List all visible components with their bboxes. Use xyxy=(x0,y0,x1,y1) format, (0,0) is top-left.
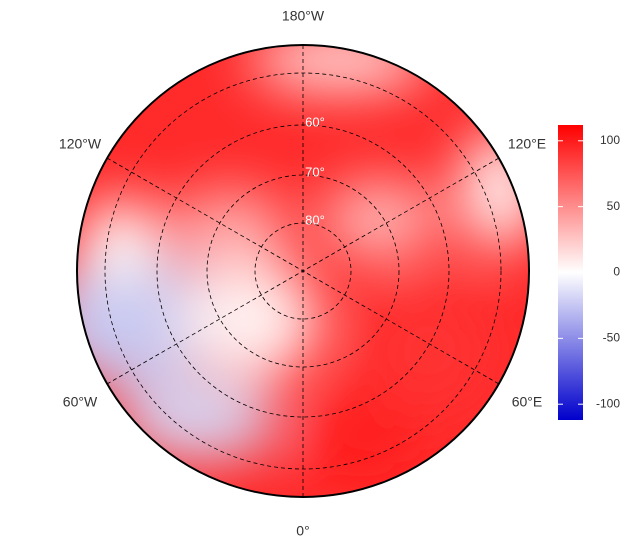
meridian-label: 0° xyxy=(296,523,309,539)
latitude-label: 80° xyxy=(305,212,325,227)
colorbar-tick-label: 100 xyxy=(600,133,620,147)
map-border xyxy=(76,44,530,498)
colorbar-tick-label: 50 xyxy=(607,199,621,213)
meridian-label: 60°W xyxy=(63,394,98,410)
field xyxy=(77,45,529,497)
colorbar-tick-label: 0 xyxy=(613,265,620,279)
meridian-label: 180°W xyxy=(282,8,325,24)
latitude-label: 60° xyxy=(305,114,325,129)
colorbar-tick-label: -50 xyxy=(603,331,621,345)
graticule xyxy=(104,45,502,497)
meridian-label: 120°W xyxy=(59,136,102,152)
colorbar-tick-label: -100 xyxy=(596,396,620,410)
meridian-label: 120°E xyxy=(508,136,546,152)
meridian-label: 60°E xyxy=(512,394,543,410)
latitude-label: 70° xyxy=(305,164,325,179)
